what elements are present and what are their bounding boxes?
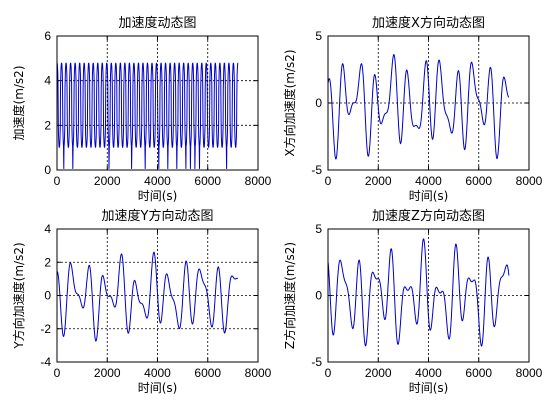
accel-y-xtick-label: 2000	[94, 366, 121, 380]
accel-y-xtick-label: 4000	[144, 366, 171, 380]
accel-ytick-label: 0	[44, 163, 51, 177]
accel-z-xlabel: 时间(s)	[409, 381, 449, 395]
accel-z-ytick-label: 5	[315, 222, 322, 236]
accel-z-ytick-label: 0	[315, 289, 322, 303]
accel-z-series-line	[327, 238, 510, 347]
accel-x-series-line	[327, 53, 510, 160]
accel-ylabel: 加速度(m/s2)	[11, 66, 26, 141]
accel-x-xlabel: 时间(s)	[409, 189, 449, 203]
accel-y-ytick-label: 0	[44, 289, 51, 303]
accel-x-ytick-label: 0	[315, 96, 322, 110]
accel-x-xtick-label: 4000	[415, 174, 442, 188]
accel-ytick-label: 4	[44, 74, 51, 88]
accel-x-axes-frame	[327, 35, 530, 171]
accel-xtick-label: 8000	[245, 174, 272, 188]
accel-xtick-label: 4000	[144, 174, 171, 188]
accel-z-panel: 0 2000 4000 6000 8000-505加速度Z方向动态图时间(s)Z方向加速…	[282, 208, 543, 395]
accel-y-ytick-label: -2	[40, 322, 51, 336]
accel-y-axes-frame	[56, 228, 259, 363]
accel-x-xtick-label: 2000	[365, 174, 392, 188]
accel-y-xtick-label: 8000	[245, 366, 272, 380]
accel-xtick-label: 6000	[194, 174, 221, 188]
accel-z-xtick-label: 2000	[365, 366, 392, 380]
accel-x-panel: 0 2000 4000 6000 8000-505加速度X方向动态图时间(s)X方向加速…	[282, 15, 543, 203]
accel-z-ytick-label: -5	[311, 355, 322, 369]
accel-title: 加速度动态图	[118, 15, 196, 31]
accel-y-ytick-label: 4	[44, 222, 51, 236]
accel-y-title: 加速度Y方向动态图	[102, 208, 214, 224]
accel-x-ytick-label: 5	[315, 29, 322, 43]
accel-x-xtick-label: 8000	[516, 174, 543, 188]
accel-z-axes-frame	[327, 228, 530, 363]
accel-x-title: 加速度X方向动态图	[372, 15, 485, 31]
accel-y-xtick-label: 6000	[194, 366, 221, 380]
accel-xlabel: 时间(s)	[138, 189, 178, 203]
accel-x-ylabel: X方向加速度(m/s2)	[282, 49, 297, 156]
accel-ytick-label: 2	[44, 118, 51, 132]
accel-axes-frame	[56, 35, 259, 171]
accel-x-xtick-label: 0	[325, 174, 332, 188]
accel-z-xtick-label: 8000	[516, 366, 543, 380]
accel-xtick-label: 0	[54, 174, 61, 188]
accel-z-title: 加速度Z方向动态图	[372, 208, 485, 224]
accel-x-ytick-label: -5	[311, 163, 322, 177]
accel-y-ylabel: Y方向加速度(m/s2)	[11, 242, 26, 349]
accel-y-ytick-label: 2	[44, 255, 51, 269]
accel-y-xtick-label: 0	[54, 366, 61, 380]
accel-y-series-line	[56, 251, 239, 342]
accel-z-xtick-label: 0	[325, 366, 332, 380]
accel-z-xtick-label: 6000	[465, 366, 492, 380]
accel-ytick-label: 6	[44, 29, 51, 43]
accel-xtick-label: 2000	[94, 174, 121, 188]
accel-z-ylabel: Z方向加速度(m/s2)	[282, 242, 297, 349]
accel-y-ytick-label: -4	[40, 355, 51, 369]
accel-y-xlabel: 时间(s)	[138, 381, 178, 395]
accel-z-xtick-label: 4000	[415, 366, 442, 380]
accel-x-xtick-label: 6000	[465, 174, 492, 188]
accel-series-line	[56, 62, 239, 169]
